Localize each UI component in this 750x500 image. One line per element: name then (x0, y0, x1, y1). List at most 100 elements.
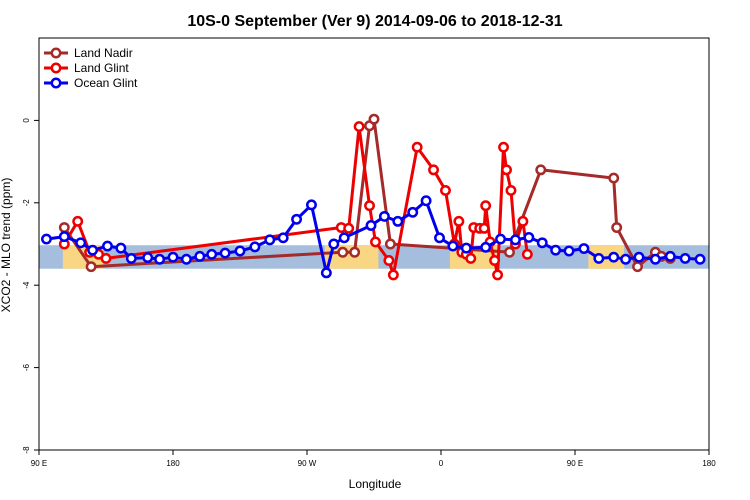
point-ocean-glint-15 (249, 241, 261, 253)
point-ocean-glint-30 (460, 242, 472, 254)
legend-marker-land-nadir (50, 47, 62, 59)
point-ocean-glint-40 (608, 251, 620, 263)
plot-frame (38, 37, 710, 451)
point-land-glint-27 (498, 141, 509, 153)
point-ocean-glint-36 (550, 244, 562, 256)
point-land-glint-31 (517, 215, 529, 227)
x-tick-label-5: 180 (702, 459, 716, 468)
point-ocean-glint-4 (102, 240, 113, 252)
point-land-glint-23 (480, 200, 492, 212)
point-ocean-glint-8 (154, 253, 166, 265)
y-tick-label-4: 0 (22, 118, 31, 123)
point-ocean-glint-0 (40, 233, 52, 245)
point-land-glint-28 (501, 164, 512, 176)
point-land-glint-25 (489, 255, 501, 266)
point-ocean-glint-24 (378, 210, 390, 222)
x-tick-label-1: 180 (166, 459, 180, 468)
point-land-glint-6 (343, 222, 355, 234)
point-ocean-glint-38 (578, 243, 590, 254)
point-land-glint-26 (492, 269, 504, 281)
point-ocean-glint-44 (664, 250, 676, 262)
point-land-nadir-7 (504, 246, 515, 258)
point-land-glint-14 (440, 184, 451, 196)
point-ocean-glint-13 (219, 247, 231, 259)
point-land-nadir-6 (384, 238, 396, 250)
x-axis-label: Longitude (349, 477, 402, 491)
point-ocean-glint-22 (338, 232, 350, 244)
chart-title: 10S-0 September (Ver 9) 2014-09-06 to 20… (187, 13, 562, 30)
point-ocean-glint-19 (306, 199, 317, 211)
point-land-nadir-10 (611, 222, 623, 233)
legend-label-land-glint: Land Glint (74, 61, 129, 75)
point-ocean-glint-18 (291, 213, 303, 225)
point-ocean-glint-10 (180, 253, 192, 265)
point-ocean-glint-28 (434, 232, 445, 244)
y-tick-label-2: -4 (22, 281, 31, 289)
point-land-glint-7 (353, 121, 365, 133)
point-land-glint-4 (100, 252, 112, 264)
legend-label-ocean-glint: Ocean Glint (74, 76, 138, 90)
x-tick-label-2: 90 W (298, 459, 317, 468)
point-ocean-glint-25 (392, 215, 404, 227)
point-land-glint-22 (478, 222, 490, 234)
point-ocean-glint-1 (58, 231, 70, 243)
point-land-glint-11 (387, 269, 399, 281)
point-land-glint-1 (72, 215, 84, 227)
point-ocean-glint-32 (495, 233, 507, 245)
point-land-nadir-8 (535, 164, 547, 176)
point-ocean-glint-12 (206, 248, 218, 260)
y-tick-label-3: -2 (22, 199, 31, 207)
point-ocean-glint-41 (620, 253, 632, 265)
point-ocean-glint-39 (593, 252, 605, 264)
point-land-glint-10 (383, 255, 395, 266)
point-land-glint-16 (453, 215, 465, 227)
legend-marker-ocean-glint (50, 77, 62, 89)
x-tick-label-0: 90 E (31, 459, 47, 468)
point-land-nadir-9 (608, 172, 620, 184)
point-ocean-glint-42 (633, 251, 645, 263)
point-land-glint-12 (411, 141, 423, 153)
point-ocean-glint-3 (87, 244, 99, 256)
point-land-glint-9 (370, 236, 381, 248)
y-tick-label-0: -8 (22, 446, 31, 454)
point-ocean-glint-9 (167, 251, 179, 263)
point-ocean-glint-2 (75, 237, 87, 249)
point-ocean-glint-6 (125, 252, 137, 264)
point-ocean-glint-35 (536, 237, 548, 249)
y-axis-ticks: -8 -6 -4 -2 0 (22, 118, 39, 454)
point-ocean-glint-34 (523, 231, 535, 243)
point-ocean-glint-27 (420, 195, 432, 207)
point-land-glint-8 (364, 200, 375, 212)
point-land-nadir-0 (58, 222, 70, 233)
point-ocean-glint-45 (679, 252, 691, 264)
point-ocean-glint-5 (115, 242, 127, 254)
point-land-nadir-3 (349, 246, 361, 258)
point-land-nadir-11 (632, 261, 643, 273)
y-axis-label: XCO2 - MLO trend (ppm) (0, 178, 13, 313)
point-ocean-glint-26 (407, 206, 419, 218)
point-ocean-glint-17 (277, 232, 289, 244)
point-ocean-glint-14 (234, 245, 246, 257)
point-ocean-glint-21 (328, 238, 340, 250)
x-tick-label-4: 90 E (567, 459, 583, 468)
point-ocean-glint-33 (509, 234, 521, 246)
point-ocean-glint-20 (320, 267, 332, 279)
y-tick-label-1: -6 (22, 363, 31, 371)
point-ocean-glint-46 (694, 253, 706, 265)
point-ocean-glint-7 (142, 252, 154, 264)
point-ocean-glint-23 (365, 220, 377, 231)
point-land-glint-32 (521, 248, 533, 260)
point-ocean-glint-43 (649, 253, 661, 265)
point-ocean-glint-31 (480, 241, 492, 253)
x-axis-ticks: 90 E 180 90 W 0 90 E 180 (31, 450, 716, 468)
point-land-glint-19 (465, 252, 477, 264)
legend-marker-land-glint (50, 62, 62, 74)
series-layer (40, 113, 706, 281)
point-land-nadir-5 (368, 113, 380, 125)
point-ocean-glint-11 (194, 250, 206, 262)
legend: Land Nadir Land Glint Ocean Glint (44, 46, 138, 90)
point-land-nadir-2 (337, 246, 349, 258)
legend-label-land-nadir: Land Nadir (74, 46, 133, 60)
series-ocean-glint (40, 195, 706, 279)
